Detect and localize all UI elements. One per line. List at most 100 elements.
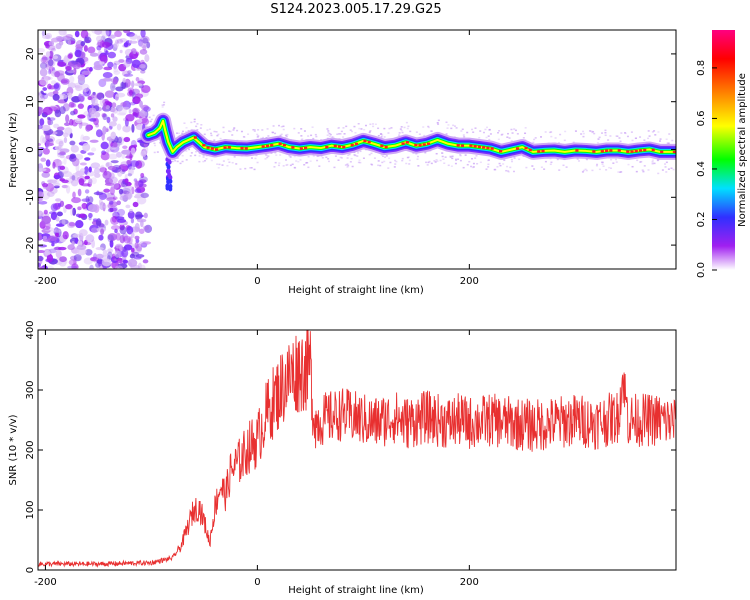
scatter-point	[271, 131, 274, 134]
scatter-point	[274, 151, 277, 154]
scatter-point	[617, 171, 620, 173]
scatter-point	[347, 164, 350, 167]
scatter-point	[416, 158, 419, 160]
scatter-point	[503, 159, 506, 162]
ridge-dip	[166, 168, 171, 174]
scatter-point	[590, 130, 593, 132]
scatter-point	[202, 160, 205, 163]
noise-blob	[112, 196, 118, 200]
noise-blob	[61, 219, 66, 225]
scatter-point	[340, 157, 343, 159]
snr-line	[38, 330, 676, 568]
spectrogram-x-tick-label: 200	[460, 276, 479, 287]
scatter-point	[437, 119, 440, 122]
noise-blob	[39, 78, 49, 86]
noise-blob	[55, 43, 62, 50]
noise-blob	[38, 106, 43, 116]
noise-blob	[142, 259, 149, 264]
scatter-point	[351, 165, 354, 168]
noise-blob	[103, 188, 111, 193]
noise-blob	[107, 248, 113, 253]
noise-blob	[41, 171, 51, 178]
noise-blob	[41, 55, 48, 63]
noise-blob	[62, 170, 73, 178]
scatter-point	[257, 129, 260, 131]
scatter-point	[643, 139, 646, 141]
scatter-point	[661, 169, 664, 171]
noise-blob	[70, 110, 76, 116]
scatter-point	[631, 139, 634, 142]
noise-blob	[134, 235, 140, 240]
noise-blob	[85, 124, 91, 132]
scatter-point	[507, 170, 510, 172]
scatter-point	[462, 166, 465, 169]
scatter-point	[631, 165, 634, 168]
noise-blob	[114, 228, 118, 234]
scatter-point	[581, 171, 584, 173]
scatter-point	[591, 131, 594, 134]
noise-blob	[74, 44, 84, 49]
noise-blob	[38, 200, 48, 205]
scatter-point	[657, 131, 660, 133]
scatter-point	[522, 137, 525, 139]
noise-blob	[121, 149, 132, 155]
scatter-point	[265, 154, 268, 156]
noise-blob	[129, 152, 133, 161]
scatter-point	[510, 140, 513, 142]
scatter-point	[620, 132, 623, 134]
scatter-point	[204, 160, 207, 162]
scatter-point	[273, 166, 276, 168]
scatter-point	[196, 129, 199, 131]
snr-frame	[37, 329, 677, 571]
noise-blob	[144, 224, 153, 233]
scatter-point	[664, 163, 667, 165]
scatter-point	[347, 154, 350, 156]
scatter-point	[394, 159, 397, 162]
scatter-point	[310, 134, 313, 137]
scatter-point	[499, 164, 502, 167]
scatter-point	[288, 154, 291, 157]
noise-blob	[96, 190, 100, 196]
snr-y-tick-label: 0	[25, 567, 36, 573]
scatter-point	[482, 131, 485, 134]
noise-blob	[55, 249, 62, 259]
scatter-point	[240, 130, 243, 133]
scatter-point	[282, 128, 285, 131]
scatter-point	[486, 126, 489, 129]
scatter-point	[459, 159, 462, 162]
scatter-point	[585, 169, 588, 172]
scatter-point	[337, 126, 340, 129]
noise-blob	[112, 206, 118, 212]
scatter-point	[256, 161, 259, 164]
scatter-point	[339, 156, 342, 159]
scatter-point	[388, 127, 391, 130]
noise-blob	[128, 109, 132, 114]
scatter-point	[190, 121, 193, 124]
noise-blob	[89, 264, 94, 269]
noise-blob	[47, 179, 58, 184]
scatter-point	[307, 135, 310, 137]
scatter-point	[485, 136, 488, 139]
scatter-point	[328, 132, 331, 135]
noise-blob	[141, 104, 149, 111]
scatter-point	[353, 154, 356, 156]
noise-blob	[100, 228, 105, 235]
noise-blob	[63, 156, 67, 165]
noise-blob	[38, 233, 43, 241]
noise-blob	[80, 168, 86, 173]
scatter-point	[409, 130, 412, 133]
noise-blob	[53, 185, 60, 189]
scatter-point	[364, 124, 367, 127]
noise-blob	[88, 107, 97, 115]
scatter-point	[488, 138, 491, 141]
scatter-point	[466, 163, 469, 166]
scatter-point	[342, 127, 345, 129]
noise-blob	[87, 112, 91, 121]
scatter-point	[624, 132, 627, 134]
scatter-point	[512, 170, 515, 173]
noise-blob	[50, 80, 57, 85]
scatter-point	[345, 125, 348, 128]
noise-blob	[57, 93, 68, 100]
scatter-point	[267, 155, 270, 157]
scatter-point	[460, 130, 463, 132]
